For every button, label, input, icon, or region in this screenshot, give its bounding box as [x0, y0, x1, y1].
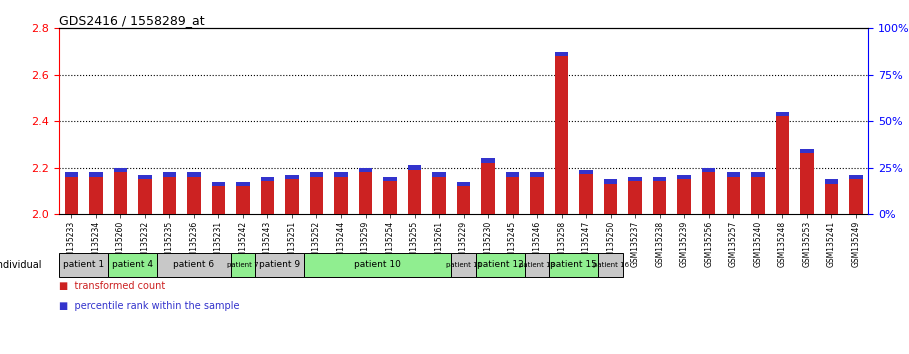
Bar	[824, 179, 838, 183]
Bar	[849, 175, 863, 214]
Bar	[59, 253, 108, 276]
Bar	[604, 179, 617, 183]
Bar	[231, 253, 255, 276]
Bar	[604, 179, 617, 214]
Bar	[285, 175, 299, 179]
Bar	[89, 172, 103, 214]
Bar	[236, 182, 250, 214]
Bar	[554, 52, 568, 56]
Bar	[335, 172, 348, 214]
Bar	[457, 182, 470, 186]
Bar	[751, 172, 764, 177]
Bar	[138, 175, 152, 179]
Bar	[359, 168, 373, 214]
Bar	[457, 182, 470, 214]
Bar	[408, 165, 421, 214]
Bar	[800, 149, 814, 153]
Bar	[89, 172, 103, 177]
Bar	[310, 172, 324, 177]
Text: patient 4: patient 4	[112, 260, 153, 269]
Bar	[530, 172, 544, 214]
Bar	[549, 253, 598, 276]
Text: patient 7: patient 7	[227, 262, 259, 268]
Text: patient 15: patient 15	[551, 260, 597, 269]
Text: patient 12: patient 12	[477, 260, 524, 269]
Text: patient 16: patient 16	[593, 262, 629, 268]
Bar	[702, 168, 715, 172]
Bar	[212, 182, 225, 186]
Bar	[359, 168, 373, 172]
Bar	[187, 172, 201, 177]
Bar	[157, 253, 231, 276]
Text: patient 6: patient 6	[174, 260, 215, 269]
Bar	[751, 172, 764, 214]
Bar	[628, 177, 642, 181]
Bar	[579, 170, 593, 174]
Bar	[65, 172, 78, 177]
Bar	[482, 158, 494, 162]
Text: ■  transformed count: ■ transformed count	[59, 281, 165, 291]
Bar	[261, 177, 275, 181]
Bar	[114, 168, 127, 172]
Bar	[65, 172, 78, 214]
Bar	[800, 149, 814, 214]
Bar	[305, 253, 452, 276]
Bar	[726, 172, 740, 177]
Text: patient 1: patient 1	[63, 260, 105, 269]
Bar	[433, 172, 445, 177]
Bar	[524, 253, 549, 276]
Bar	[212, 182, 225, 214]
Bar	[726, 172, 740, 214]
Bar	[187, 172, 201, 214]
Bar	[163, 172, 176, 177]
Bar	[824, 179, 838, 214]
Text: patient 11: patient 11	[445, 262, 482, 268]
Text: individual: individual	[0, 259, 42, 270]
Bar	[285, 175, 299, 214]
Bar	[506, 172, 519, 214]
Bar	[579, 170, 593, 214]
Bar	[163, 172, 176, 214]
Bar	[482, 159, 494, 214]
Text: patient 9: patient 9	[259, 260, 300, 269]
Bar	[677, 175, 691, 214]
Bar	[138, 175, 152, 214]
Bar	[653, 177, 666, 181]
Bar	[236, 182, 250, 186]
Text: GDS2416 / 1558289_at: GDS2416 / 1558289_at	[59, 14, 205, 27]
Bar	[530, 172, 544, 177]
Bar	[554, 52, 568, 214]
Bar	[702, 168, 715, 214]
Bar	[384, 177, 397, 214]
Bar	[653, 177, 666, 214]
Bar	[677, 175, 691, 179]
Bar	[775, 112, 789, 214]
Bar	[408, 165, 421, 170]
Bar	[598, 253, 623, 276]
Bar	[261, 177, 275, 214]
Bar	[433, 172, 445, 214]
Bar	[628, 177, 642, 214]
Bar	[849, 175, 863, 179]
Bar	[506, 172, 519, 177]
Bar	[255, 253, 305, 276]
Bar	[452, 253, 475, 276]
Bar	[310, 172, 324, 214]
Text: ■  percentile rank within the sample: ■ percentile rank within the sample	[59, 301, 240, 311]
Bar	[775, 112, 789, 116]
Text: patient 10: patient 10	[355, 260, 401, 269]
Text: patient 13: patient 13	[519, 262, 555, 268]
Bar	[384, 177, 397, 181]
Bar	[335, 172, 348, 177]
Bar	[108, 253, 157, 276]
Bar	[114, 168, 127, 214]
Bar	[475, 253, 524, 276]
